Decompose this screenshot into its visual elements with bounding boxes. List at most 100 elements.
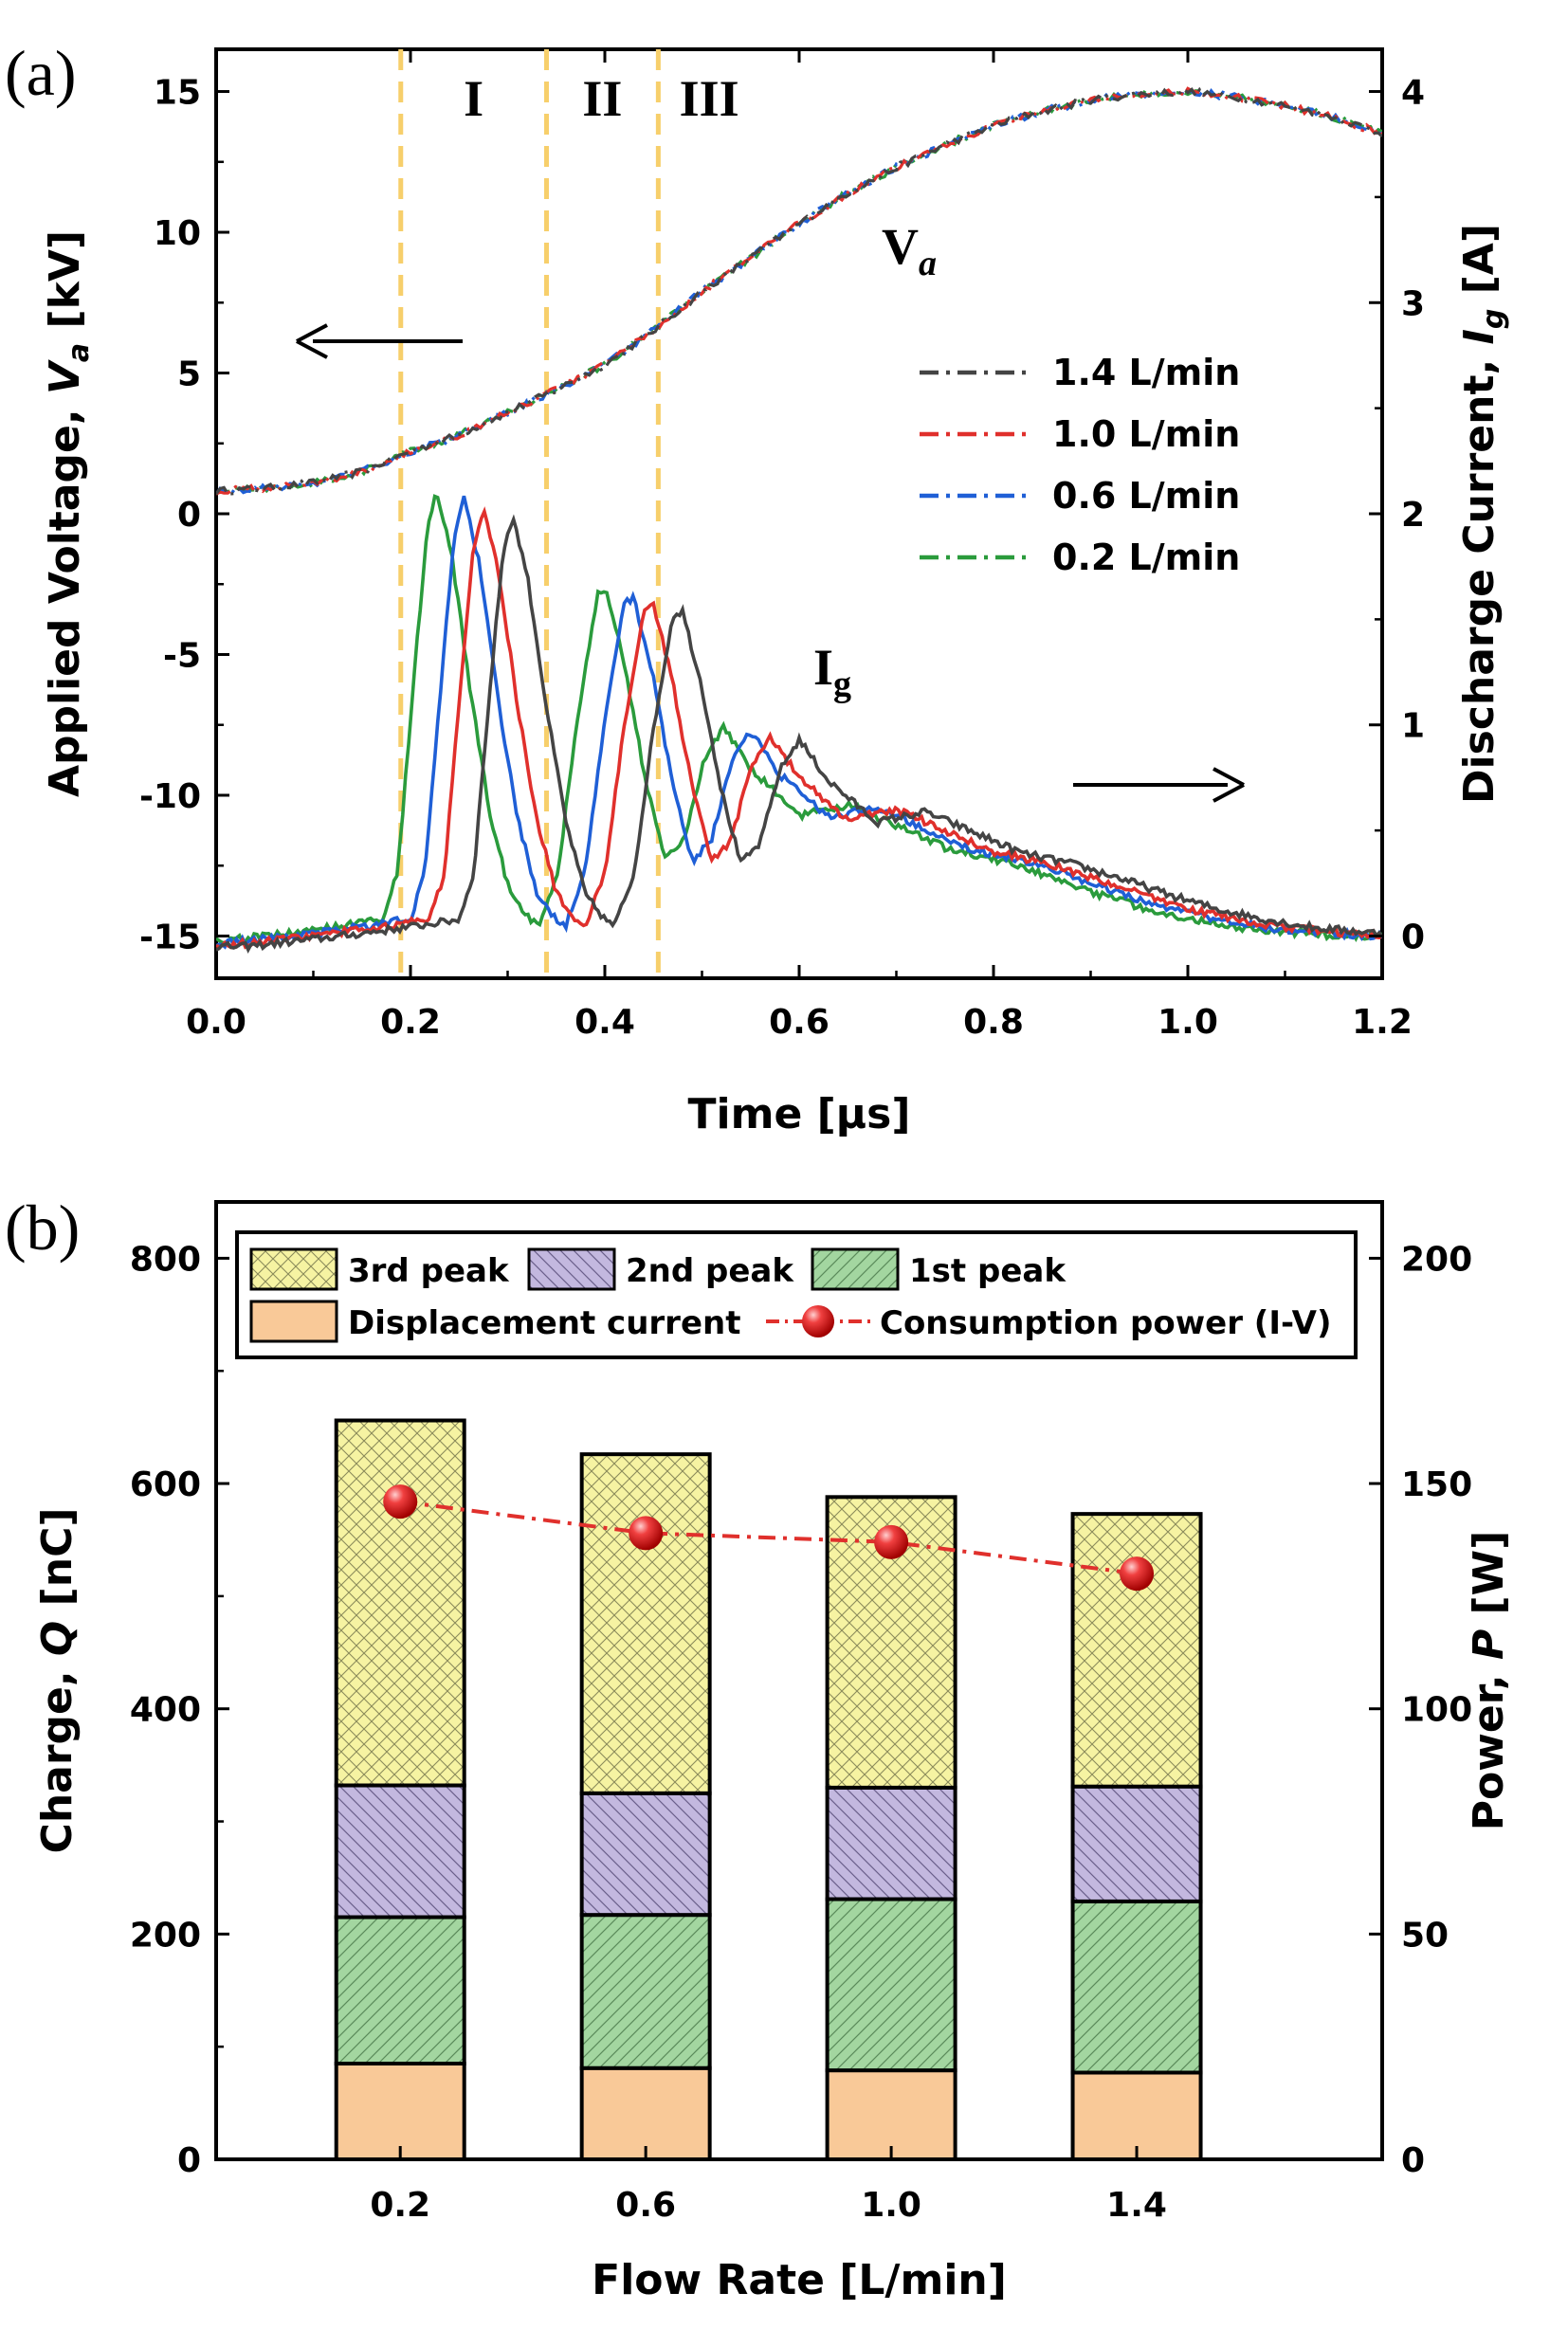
left-axis-arrow [296, 323, 463, 359]
bar-segment-hatch [827, 1899, 956, 2071]
phase-label: II [582, 70, 622, 127]
panel-b-frame [214, 1200, 1384, 2161]
panel-b-x-axis-label: Flow Rate [L/min] [592, 2256, 1007, 2304]
legend-label: 3rd peak [348, 1252, 510, 1290]
legend-label: 1.0 L/min [1052, 413, 1240, 455]
right-y-tick-label: 0 [1401, 2141, 1425, 2180]
left-y-tick-label: -15 [139, 918, 201, 956]
left-y-tick-label: 600 [130, 1465, 201, 1504]
right-y-tick-label: 4 [1401, 74, 1425, 113]
right-y-tick-label: 200 [1401, 1240, 1472, 1279]
panel-a: (a) 0.0 0.2 0.4 0.6 0.8 1.0 1.2-15-10-50510150… [5, 37, 1510, 1138]
legend-swatch-outline [249, 1247, 338, 1291]
legend-swatch-hatch [251, 1249, 337, 1289]
phase-label: I [464, 70, 483, 127]
legend-label: Displacement current [348, 1304, 740, 1342]
panel-b-left-axis-label: Charge, Q [nC] [33, 1508, 82, 1854]
right-y-tick-label: 100 [1401, 1691, 1472, 1730]
panel-b-legend: 3rd peak 2nd peak 1st peak Displacement cur… [235, 1230, 1358, 1359]
bar-segment-hatch [827, 1787, 956, 1900]
voltage-annotation: Va [882, 218, 937, 283]
bar-segment-hatch [336, 1785, 465, 1918]
right-y-tick-label: 1 [1401, 707, 1425, 746]
x-tick-label: 0.2 [380, 1003, 441, 1042]
bar-segment [827, 2070, 956, 2159]
bar-segment-outline [579, 1452, 712, 1795]
power-line [399, 1500, 1138, 1576]
bar-segment-outline [825, 1495, 957, 1790]
legend-box [235, 1230, 1358, 1359]
panel-a-legend: 1.4 L/min 1.0 L/min 0.6 L/min 0.2 L/min [920, 352, 1240, 578]
bar-segment-outline [334, 1418, 466, 1788]
left-y-tick-label: 200 [130, 1916, 201, 1955]
left-y-tick-label: 10 [154, 214, 201, 253]
bar-segment [581, 2067, 710, 2159]
left-y-tick-label: 5 [177, 355, 201, 394]
x-tick-label: 1.4 [1106, 2186, 1167, 2225]
legend-label: 1st peak [909, 1252, 1067, 1290]
panel-a-x-axis-label: Time [μs] [688, 1090, 911, 1138]
x-tick-label: 1.0 [861, 2186, 921, 2225]
legend-swatch-outline [527, 1247, 616, 1291]
left-y-tick-label: 400 [130, 1691, 201, 1730]
right-y-tick-label: 50 [1401, 1916, 1449, 1955]
current-line-series [216, 506, 1382, 950]
bar-segment-hatch [336, 1420, 465, 1786]
x-tick-label: 0.2 [370, 2186, 430, 2225]
bar-segment-hatch [581, 1915, 710, 2068]
voltage-line-series [216, 86, 1382, 496]
bar-segment-outline [1070, 1512, 1203, 1789]
bar-segment-hatch [1072, 1514, 1201, 1787]
left-y-tick-label: -10 [139, 777, 201, 816]
x-tick-label: 1.2 [1352, 1003, 1413, 1042]
panel-a-left-axis-label: Applied Voltage, Va [kV] [41, 230, 96, 797]
legend-swatch-outline [811, 1247, 900, 1291]
bar-segment-hatch [336, 1917, 465, 2064]
x-tick-label: 0.0 [186, 1003, 246, 1042]
left-y-tick-label: 15 [154, 74, 201, 113]
legend-label: 1.4 L/min [1052, 352, 1240, 393]
current-annotation-label: Ig [813, 639, 851, 704]
x-tick-label: 0.8 [963, 1003, 1024, 1042]
power-point [1120, 1556, 1155, 1592]
right-y-tick-label: 150 [1401, 1465, 1472, 1504]
legend-swatch-hatch [812, 1249, 898, 1289]
current-line-series [216, 494, 1382, 945]
legend-swatch [251, 1301, 337, 1341]
power-point [874, 1524, 909, 1559]
voltage-annotation-label: Va [882, 218, 937, 283]
x-tick-label: 0.6 [769, 1003, 830, 1042]
legend-swatch-outline [249, 1300, 338, 1343]
legend-label: 2nd peak [626, 1252, 794, 1290]
phase-label: III [680, 70, 739, 127]
bar-segment-hatch [581, 1792, 710, 1916]
bar-segment [1072, 2072, 1201, 2159]
bar-segment-hatch [581, 1454, 710, 1793]
panel-b-label: (b) [5, 1192, 80, 1264]
legend-power-marker [802, 1305, 834, 1337]
panel-a-label: (a) [5, 37, 76, 109]
right-y-tick-label: 3 [1401, 284, 1425, 323]
legend-label: Consumption power (I-V) [880, 1304, 1331, 1342]
current-line-series [216, 514, 1382, 955]
current-annotation: Ig [813, 639, 851, 704]
left-y-tick-label: 0 [177, 2141, 201, 2180]
voltage-line-series [216, 86, 1382, 496]
bar-segment [336, 2064, 465, 2159]
right-axis-arrow [1073, 767, 1245, 803]
panel-b-right-axis-label: Power, P [W] [1465, 1531, 1513, 1831]
panel-a-right-axis-label: Discharge Current, Ig [A] [1455, 224, 1510, 804]
legend-label: 0.6 L/min [1052, 475, 1240, 517]
right-y-tick-label: 2 [1401, 496, 1425, 535]
panel-b: (b) 0.2 0.6 1.0 1.4 0 200 400 600 800 0 50 100 150 20… [5, 1192, 1513, 2304]
bar-segment-hatch [1072, 1786, 1201, 1901]
x-tick-label: 1.0 [1158, 1003, 1218, 1042]
x-tick-label: 0.6 [615, 2186, 676, 2225]
left-y-tick-label: -5 [163, 636, 201, 675]
power-point [383, 1484, 418, 1519]
legend-swatch-hatch [529, 1249, 614, 1289]
bar-segment-hatch [1072, 1901, 1201, 2073]
left-y-tick-label: 800 [130, 1240, 201, 1279]
x-tick-label: 0.4 [574, 1003, 635, 1042]
